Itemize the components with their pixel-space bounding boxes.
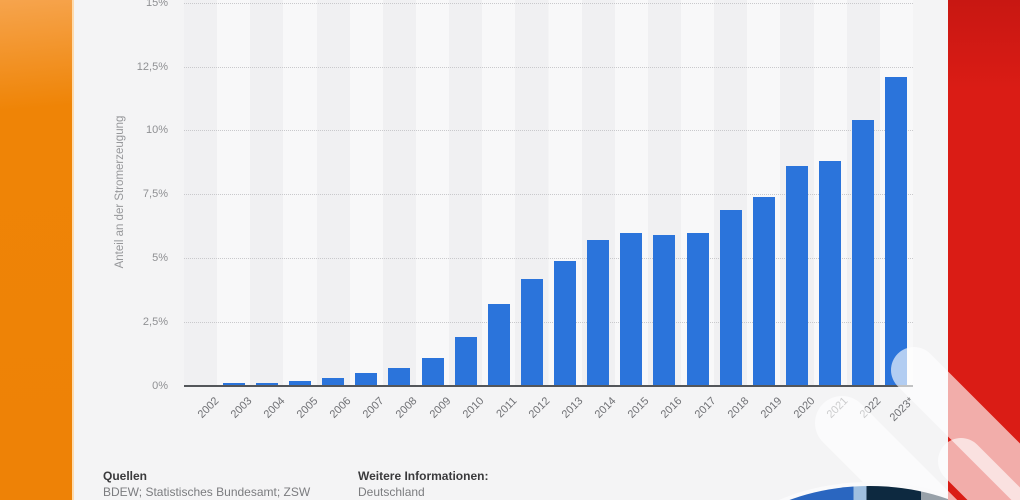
bar-2007[interactable] (355, 373, 378, 386)
y-tick-label: 2,5% (142, 316, 168, 329)
plot-column-stripe (316, 0, 350, 386)
more-info-text[interactable]: Deutschland (358, 485, 425, 499)
bar-2011[interactable] (487, 304, 510, 386)
plot-column-stripe (449, 0, 483, 386)
bar-2005[interactable] (288, 381, 311, 386)
more-info-label: Weitere Informationen: (358, 469, 489, 483)
gridline (184, 322, 913, 324)
chart-plot-area (184, 0, 913, 386)
bar-2004[interactable] (255, 383, 278, 386)
gridline (184, 66, 913, 68)
bar-2008[interactable] (388, 368, 411, 386)
bar-2023[interactable] (885, 77, 908, 386)
plot-column-stripe (283, 0, 317, 386)
y-tick-label: 15% (145, 0, 168, 9)
bar-2020[interactable] (786, 166, 809, 386)
gridline (184, 194, 913, 196)
bar-2022[interactable] (852, 120, 875, 386)
y-tick-label: 7,5% (142, 188, 168, 201)
plot-column-stripe (250, 0, 284, 386)
y-tick-label: 10% (145, 124, 168, 137)
bar-2006[interactable] (322, 378, 345, 386)
plot-column-stripe (415, 0, 450, 386)
bar-2009[interactable] (421, 358, 444, 386)
bar-2017[interactable] (686, 233, 709, 386)
bar-2019[interactable] (752, 197, 775, 386)
sources-block: Quellen BDEW; Statistisches Bundesamt; Z… (103, 468, 310, 500)
y-tick-label: 12,5% (136, 60, 168, 73)
plot-column-stripe (349, 0, 383, 386)
bottom-arc-graphic (705, 486, 948, 500)
plot-column-stripe (184, 0, 218, 386)
bar-2016[interactable] (653, 235, 676, 386)
bar-2013[interactable] (554, 261, 577, 386)
bar-2021[interactable] (819, 161, 842, 386)
plot-column-stripe (382, 0, 416, 386)
bar-2015[interactable] (620, 233, 643, 386)
y-tick-label: 0% (152, 380, 168, 392)
gridline (184, 130, 913, 132)
gridline (184, 258, 913, 260)
bar-2018[interactable] (719, 210, 742, 386)
bar-2003[interactable] (222, 383, 245, 386)
sources-text[interactable]: BDEW; Statistisches Bundesamt; ZSW (103, 485, 311, 499)
sources-label: Quellen (103, 469, 148, 483)
bar-2014[interactable] (587, 240, 610, 386)
x-axis-line (184, 384, 913, 387)
left-stripe-highlight (72, 0, 74, 500)
plot-column-stripe (217, 0, 251, 386)
right-brand-stripe (948, 0, 1020, 500)
gridline (184, 2, 913, 4)
left-brand-stripe (0, 0, 72, 500)
bar-2012[interactable] (520, 279, 543, 386)
y-tick-label: 5% (152, 252, 168, 265)
more-info-block: Weitere Informationen: Deutschland (358, 468, 488, 500)
bar-2010[interactable] (454, 337, 477, 386)
